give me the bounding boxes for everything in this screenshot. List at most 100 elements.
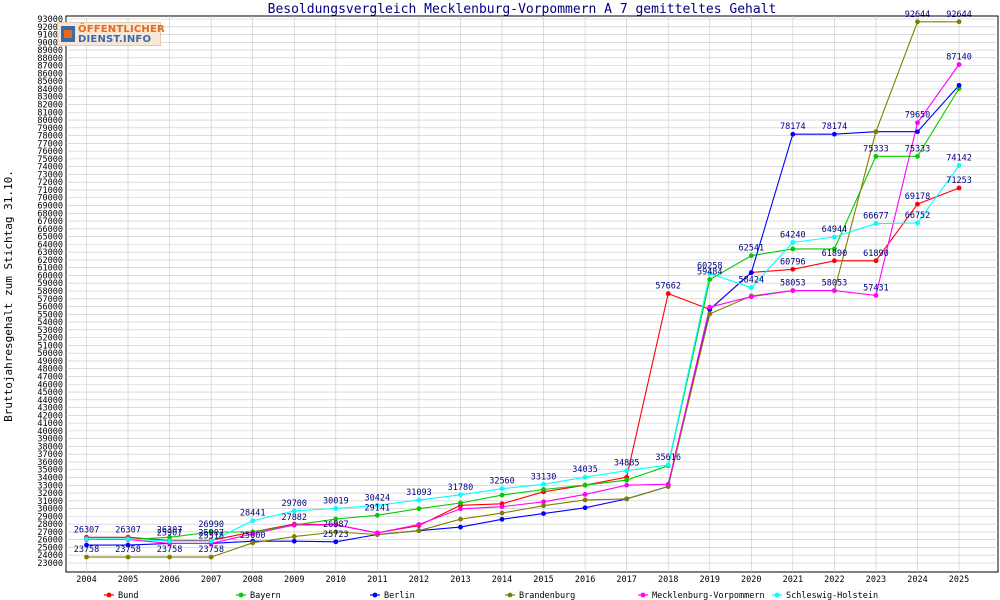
legend-label: Mecklenburg-Vorpommern <box>652 591 765 600</box>
legend-label: Berlin <box>384 591 415 600</box>
data-point <box>624 468 630 474</box>
data-point <box>374 530 380 536</box>
data-point <box>707 304 713 310</box>
data-point <box>84 536 89 542</box>
data-point <box>956 82 962 88</box>
y-tick-label: 44000 <box>37 396 63 406</box>
data-label: 35616 <box>655 453 681 463</box>
x-tick-label: 2008 <box>242 575 262 585</box>
y-tick-label: 49000 <box>37 357 63 367</box>
y-tick-label: 26000 <box>37 536 63 546</box>
logo-line2: DIENST.INFO <box>78 34 152 45</box>
data-label: 26990 <box>198 520 224 530</box>
x-tick-label: 2011 <box>367 575 387 585</box>
data-point <box>167 538 173 544</box>
y-tick-label: 42000 <box>37 411 63 421</box>
data-point <box>499 486 505 492</box>
data-label: 75333 <box>863 144 889 154</box>
data-point <box>333 516 339 522</box>
x-tick-label: 2013 <box>450 575 470 585</box>
data-point <box>84 542 89 548</box>
data-point <box>541 499 546 505</box>
series-line <box>86 85 960 546</box>
data-label: 78174 <box>780 122 806 132</box>
data-label: 29141 <box>365 503 391 513</box>
series-line <box>86 187 960 541</box>
y-tick-label: 67000 <box>37 217 63 227</box>
data-label: 74142 <box>946 154 972 164</box>
x-axis-ticks: 2004 2005 2006 2007 2008 2009 2010 2011 2012 2013… <box>76 575 969 585</box>
data-point <box>333 522 339 528</box>
data-point <box>582 505 588 511</box>
data-point <box>458 524 463 530</box>
data-point <box>374 512 380 518</box>
x-tick-label: 2020 <box>741 575 761 585</box>
x-tick-label: 2025 <box>949 575 969 585</box>
data-point <box>956 163 962 168</box>
data-point <box>748 270 754 276</box>
data-label: 92644 <box>946 10 972 20</box>
data-label: 23758 <box>157 545 183 555</box>
data-label: 58424 <box>739 276 765 286</box>
y-tick-label: 47000 <box>37 372 63 382</box>
y-tick-label: 79000 <box>37 124 63 134</box>
data-point <box>541 503 546 509</box>
data-point <box>790 246 796 252</box>
y-tick-label: 43000 <box>37 404 63 414</box>
y-tick-label: 59000 <box>37 279 63 289</box>
data-point <box>291 538 297 544</box>
data-point <box>873 153 879 159</box>
data-point <box>167 554 173 560</box>
y-tick-label: 37000 <box>37 450 63 460</box>
y-tick-label: 36000 <box>37 458 63 468</box>
data-point <box>707 277 713 282</box>
x-tick-label: 2006 <box>159 575 179 585</box>
data-point <box>541 511 546 516</box>
data-point <box>333 506 339 511</box>
data-point <box>873 129 879 135</box>
y-tick-label: 66000 <box>37 225 63 235</box>
y-tick-label: 52000 <box>37 334 63 344</box>
data-point <box>125 542 131 548</box>
data-point <box>832 288 837 293</box>
y-axis-ticks: 2300024000250002600027000280002900030000… <box>37 15 63 569</box>
data-point <box>167 534 173 540</box>
data-label: 92644 <box>905 10 931 20</box>
data-label: 25907 <box>198 528 224 538</box>
y-tick-label: 91000 <box>37 31 63 41</box>
x-tick-label: 2018 <box>658 575 678 585</box>
data-point <box>582 482 588 488</box>
y-tick-label: 64000 <box>37 240 63 250</box>
data-point <box>707 271 713 276</box>
data-label: 59484 <box>697 267 723 277</box>
plot-area <box>65 15 999 573</box>
data-point <box>250 518 256 524</box>
y-tick-label: 80000 <box>37 116 63 126</box>
data-point <box>915 220 920 226</box>
data-point <box>665 481 671 487</box>
data-label: 87140 <box>946 53 972 63</box>
data-point <box>582 474 588 480</box>
data-point <box>416 522 422 527</box>
legend-label: Bayern <box>250 591 281 600</box>
data-label: 34035 <box>572 465 598 475</box>
y-tick-label: 76000 <box>37 147 63 157</box>
y-tick-label: 48000 <box>37 365 63 375</box>
data-point <box>956 185 962 191</box>
y-tick-label: 41000 <box>37 419 63 429</box>
data-point <box>748 253 754 259</box>
y-tick-label: 84000 <box>37 85 63 95</box>
chart-title: Besoldungsvergleich Mecklenburg-Vorpomme… <box>268 2 777 17</box>
data-point <box>541 487 546 492</box>
y-tick-label: 40000 <box>37 427 63 437</box>
y-tick-label: 38000 <box>37 442 63 452</box>
data-point <box>125 554 131 560</box>
data-point <box>665 462 671 468</box>
y-axis-label: Bruttojahresgehalt zum Stichtag 31.10. <box>2 170 15 422</box>
legend-marker <box>372 592 378 598</box>
y-tick-label: 50000 <box>37 349 63 359</box>
data-label: 32560 <box>489 477 515 487</box>
data-label: 31780 <box>448 483 474 493</box>
legend-marker <box>106 592 112 598</box>
y-tick-label: 62000 <box>37 256 63 266</box>
